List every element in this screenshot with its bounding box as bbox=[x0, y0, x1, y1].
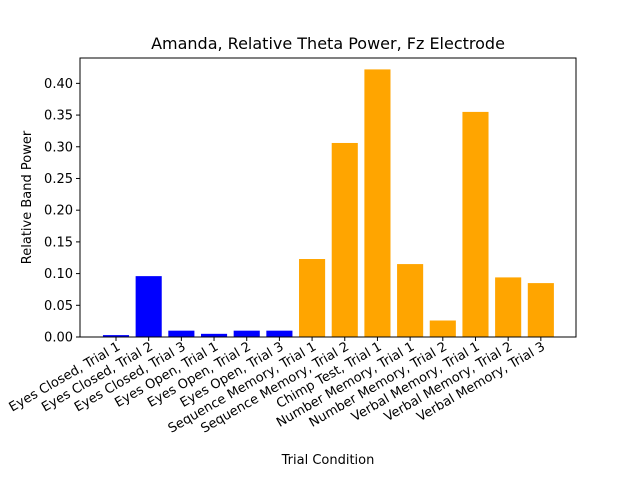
bar-4 bbox=[200, 333, 228, 337]
bar-13 bbox=[495, 277, 522, 337]
bar-9 bbox=[364, 69, 391, 337]
bar-1 bbox=[102, 335, 130, 337]
y-tick-label: 0.35 bbox=[44, 109, 73, 124]
bar-7 bbox=[299, 259, 326, 337]
y-axis-label: Relative Band Power bbox=[20, 130, 35, 264]
y-tick-label: 0.25 bbox=[44, 172, 73, 187]
bar-8 bbox=[331, 142, 358, 337]
chart-title: Amanda, Relative Theta Power, Fz Electro… bbox=[151, 34, 505, 53]
y-tick-label: 0.40 bbox=[44, 77, 73, 92]
y-tick-label: 0.05 bbox=[44, 299, 73, 314]
bars-group bbox=[102, 69, 554, 338]
y-tick-label: 0.20 bbox=[44, 204, 73, 219]
bar-5 bbox=[233, 330, 260, 337]
bar-14 bbox=[527, 283, 554, 337]
y-tick-label: 0.30 bbox=[44, 140, 73, 155]
y-tick-label: 0.15 bbox=[44, 235, 73, 250]
bar-11 bbox=[429, 320, 456, 337]
plot-frame bbox=[79, 57, 577, 338]
bar-6 bbox=[266, 330, 293, 337]
bar-3 bbox=[168, 330, 195, 337]
x-axis-label: Trial Condition bbox=[281, 453, 375, 468]
bar-10 bbox=[397, 264, 424, 337]
bar-12 bbox=[462, 111, 489, 338]
y-tick-label: 0.00 bbox=[44, 331, 73, 346]
bar-2 bbox=[135, 276, 162, 337]
y-tick-label: 0.10 bbox=[44, 267, 73, 282]
y-axis: 0.00 0.05 0.10 0.15 0.20 0.25 0.30 0.35 0.40 bbox=[44, 77, 80, 346]
